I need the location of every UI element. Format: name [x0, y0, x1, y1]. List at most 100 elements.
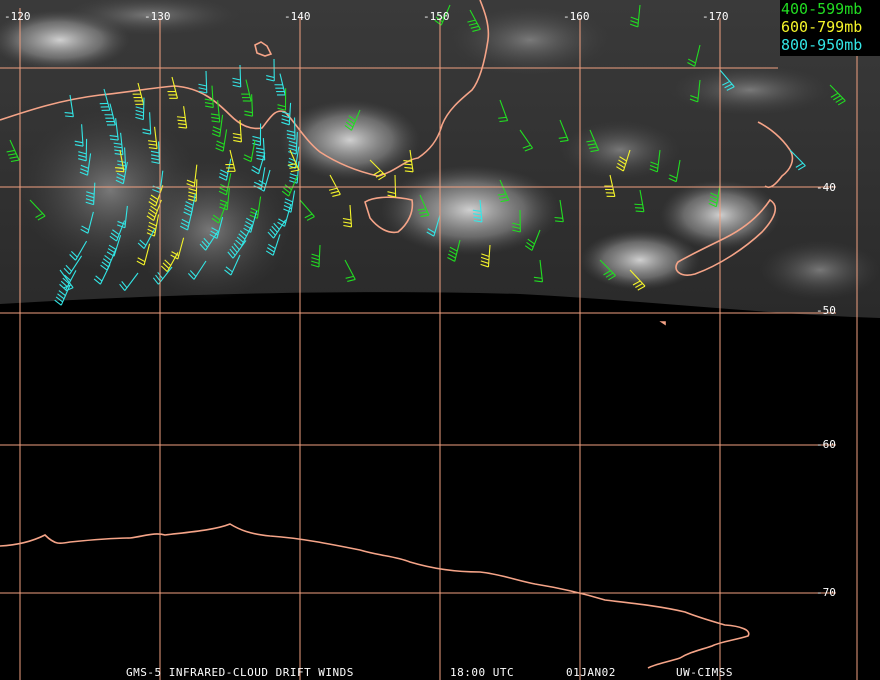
- wind-barb: [170, 237, 185, 260]
- wind-barb: [180, 208, 194, 231]
- tasmania-coast: [364, 196, 414, 234]
- wind-barb: [251, 152, 266, 175]
- wind-barb: [116, 205, 128, 229]
- legend-background: [780, 0, 880, 56]
- lat-label: -60: [816, 438, 836, 451]
- wind-barb: [344, 259, 356, 282]
- wind-barb: [137, 228, 156, 249]
- wind-barb: [198, 70, 208, 94]
- wind-barb: [283, 190, 296, 213]
- wind-barb: [80, 211, 94, 234]
- wind-barb: [136, 243, 151, 266]
- wind-barb: [789, 149, 806, 171]
- wind-barb: [554, 199, 564, 223]
- wind-barb: [176, 106, 188, 129]
- legend-item-400-599: 400-599mb: [781, 0, 862, 18]
- wind-barb: [232, 119, 242, 143]
- wind-barb: [266, 58, 275, 82]
- footer-caption: GMS-5 INFRARED-CLOUD DRIFT WINDS 18:00 U…: [126, 666, 733, 679]
- wind-barb: [288, 132, 298, 155]
- footer-product: GMS-5 INFRARED-CLOUD DRIFT WINDS: [126, 666, 354, 679]
- wind-barb: [447, 239, 461, 262]
- wind-barb: [687, 44, 701, 67]
- lon-label: -150: [423, 10, 450, 23]
- wind-barb: [85, 182, 96, 206]
- wind-barb: [227, 240, 247, 259]
- wind-barb: [417, 194, 430, 218]
- wind-barb: [616, 149, 631, 172]
- wind-barb: [54, 284, 71, 306]
- legend-item-800-950: 800-950mb: [781, 36, 862, 54]
- wind-barb: [708, 184, 721, 208]
- wind-barb: [472, 199, 483, 223]
- wind-barb: [426, 214, 441, 237]
- wind-barb: [211, 202, 228, 224]
- footer-source: UW-CIMSS: [676, 666, 733, 679]
- lon-label: -140: [284, 10, 311, 23]
- wind-barb: [634, 189, 645, 213]
- wind-barb: [558, 119, 569, 143]
- lat-label: -40: [816, 181, 836, 194]
- wind-barb: [232, 64, 242, 88]
- wind-barb: [286, 117, 296, 140]
- wind-barb: [211, 114, 224, 138]
- wind-barb: [148, 185, 164, 207]
- wind-barb: [29, 199, 46, 221]
- wind-barbs: [6, 4, 846, 306]
- wind-barb: [689, 79, 701, 103]
- wind-barb: [150, 141, 161, 164]
- wind-barb: [109, 118, 119, 141]
- coastlines: [0, 0, 794, 669]
- wind-barb: [119, 272, 139, 291]
- wind-barb: [649, 149, 661, 173]
- wind-barb: [78, 138, 88, 162]
- wind-barb: [480, 244, 491, 268]
- wind-barb: [629, 269, 646, 291]
- wind-barb: [604, 174, 616, 198]
- australia-coast: [0, 0, 490, 177]
- wind-barb: [225, 149, 236, 172]
- wind-barb: [215, 129, 228, 152]
- wind-barb: [115, 161, 128, 185]
- wind-barb: [6, 139, 20, 163]
- wind-barb: [403, 149, 414, 173]
- wind-barb: [104, 103, 116, 126]
- wind-barb: [243, 211, 258, 233]
- wind-barb: [209, 217, 224, 239]
- wind-barb: [79, 153, 92, 176]
- wind-barb: [369, 159, 386, 181]
- wind-barb: [281, 102, 292, 126]
- wind-barb: [142, 112, 152, 135]
- new-zealand-south-coast: [675, 198, 777, 276]
- wind-barb: [249, 196, 262, 219]
- wind-barb: [342, 204, 353, 228]
- small-island-1: [254, 41, 273, 57]
- wind-barb: [146, 214, 160, 237]
- wind-barb: [167, 76, 179, 99]
- wind-barb: [109, 220, 126, 242]
- wind-barb: [218, 173, 232, 196]
- wind-barb: [235, 225, 253, 246]
- wind-barb: [524, 229, 541, 251]
- lat-lon-grid: [0, 0, 858, 680]
- new-zealand-north-coast: [757, 121, 794, 189]
- lat-label: -50: [816, 304, 836, 317]
- wind-barb: [265, 234, 281, 256]
- wind-barb: [255, 138, 266, 161]
- wind-barb: [210, 100, 221, 123]
- wind-barb: [387, 174, 397, 198]
- wind-barb: [224, 254, 241, 276]
- wind-barb: [497, 179, 510, 203]
- wind-barb: [244, 94, 254, 117]
- wind-barb: [243, 139, 256, 163]
- pressure-legend: 400-599mb 600-799mb 800-950mb: [780, 0, 880, 56]
- lon-label: -130: [144, 10, 171, 23]
- wind-barb: [148, 126, 158, 150]
- wind-barb: [160, 252, 179, 273]
- antarctica-coast: [0, 523, 750, 669]
- wind-barb: [64, 94, 74, 118]
- wind-barb: [69, 240, 88, 261]
- wind-barb: [344, 109, 361, 131]
- footer-date: 01JAN02: [566, 666, 616, 679]
